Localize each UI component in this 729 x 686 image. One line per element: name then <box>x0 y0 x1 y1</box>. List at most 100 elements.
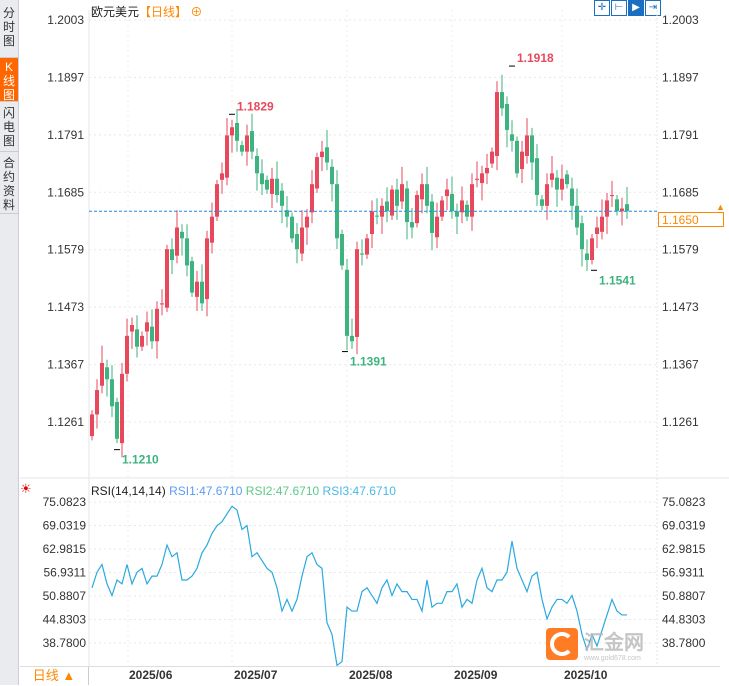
watermark-logo: 汇金网 www.gold678.com <box>546 626 644 662</box>
extreme-label-high1: 1.1829 <box>237 99 274 113</box>
candle-body <box>225 135 229 178</box>
candle-body <box>530 135 534 163</box>
extreme-label-low2: 1.1391 <box>350 355 387 369</box>
period-selector[interactable]: 日线 ▲ <box>20 667 89 685</box>
candle-body <box>100 362 104 386</box>
tab-kline[interactable]: K线图 <box>0 58 18 102</box>
rsi-tick-right: 69.0319 <box>662 519 706 533</box>
candle-body <box>340 234 344 266</box>
candle-body <box>390 189 394 216</box>
price-tick-left: 1.1791 <box>47 128 84 142</box>
expand-up-icon[interactable]: ▲ <box>716 202 725 212</box>
candle-body <box>505 103 509 130</box>
candle-body <box>210 216 214 243</box>
candle-body <box>160 303 164 305</box>
price-tick-left: 1.1579 <box>47 243 84 257</box>
fit-range-icon[interactable]: ⊢ <box>611 0 627 16</box>
price-tick-right: 1.1261 <box>662 415 699 429</box>
tab-flash[interactable]: 闪电图 <box>0 102 18 152</box>
candle-body <box>395 189 399 206</box>
crosshair-icon[interactable]: ✛ <box>594 0 610 16</box>
current-price-label: 1.1650 <box>658 212 724 227</box>
candle-body <box>280 190 284 206</box>
rsi-tick-left: 75.0823 <box>43 495 87 509</box>
candle-body <box>370 211 374 235</box>
price-tick-right: 1.1685 <box>662 185 699 199</box>
price-tick-left: 1.1261 <box>47 415 84 429</box>
candle-body <box>595 227 599 235</box>
rsi-tick-right: 56.9311 <box>662 566 705 580</box>
candle-body <box>580 223 584 250</box>
rsi-tick-left: 50.8807 <box>43 589 87 603</box>
candle-body <box>180 231 184 239</box>
tab-minute[interactable]: 分时图 <box>0 0 18 58</box>
candle-body <box>170 249 174 261</box>
candle-body <box>445 189 449 197</box>
rsi3-value: RSI3:47.6710 <box>322 484 396 498</box>
candle-body <box>185 238 189 266</box>
candle-body <box>500 92 504 109</box>
date-label: 2025/07 <box>234 668 278 682</box>
candle-body <box>365 238 369 255</box>
jump-end-icon[interactable]: ⇥ <box>645 0 661 16</box>
candle-body <box>420 184 424 200</box>
candle-body <box>540 199 544 206</box>
candle-body <box>535 158 539 196</box>
candle-body <box>470 184 474 217</box>
candle-body <box>95 390 99 415</box>
date-label: 2025/10 <box>564 668 608 682</box>
candle-body <box>605 200 609 217</box>
candle-body <box>260 173 264 185</box>
candle-body <box>105 367 109 380</box>
rsi2-value: RSI2:47.6710 <box>245 484 320 498</box>
candle-body <box>520 151 524 169</box>
settings-sun-icon[interactable]: ☀ <box>20 481 32 496</box>
candle-body <box>275 178 279 196</box>
rsi-tick-right: 50.8807 <box>662 589 706 603</box>
candle-body <box>230 127 234 136</box>
candle-body <box>155 308 159 342</box>
date-label: 2025/06 <box>129 668 173 682</box>
candle-body <box>140 335 144 347</box>
price-tick-right: 1.1791 <box>662 128 699 142</box>
candle-body <box>295 234 299 250</box>
candle-body <box>590 238 594 261</box>
candle-body <box>600 216 604 232</box>
period-label: 【日线】 <box>139 5 188 19</box>
candle-body <box>400 184 404 202</box>
candle-body <box>355 249 359 337</box>
candle-body <box>330 166 334 185</box>
candle-body <box>485 167 489 174</box>
candle-body <box>90 414 94 437</box>
candle-body <box>480 173 484 184</box>
extreme-label-high2: 1.1918 <box>517 51 554 65</box>
candle-body <box>215 184 219 217</box>
candle-body <box>290 216 294 239</box>
candle-body <box>205 238 209 300</box>
candle-body <box>300 227 304 254</box>
circle-plus-icon[interactable]: ⊕ <box>190 5 203 19</box>
candle-body <box>430 201 434 233</box>
price-tick-left: 1.2003 <box>47 13 84 27</box>
candle-body <box>465 204 469 217</box>
candle-body <box>120 373 124 444</box>
price-tick-left: 1.1367 <box>47 358 84 372</box>
candle-body <box>560 178 564 190</box>
play-forward-icon[interactable]: ▶ <box>628 0 644 16</box>
candle-body <box>270 178 274 194</box>
candle-body <box>375 215 379 217</box>
tab-contract-info[interactable]: 合约资料 <box>0 152 18 214</box>
sidebar: 分时图 K线图 闪电图 合约资料 <box>0 0 19 685</box>
candle-body <box>435 216 439 238</box>
rsi-tick-right: 44.8303 <box>662 613 706 627</box>
candle-body <box>625 204 629 212</box>
candle-body <box>345 269 349 336</box>
extreme-label-low1: 1.1210 <box>122 453 159 467</box>
candle-body <box>360 253 364 255</box>
candle-body <box>405 188 409 223</box>
logo-icon <box>546 628 578 660</box>
candle-body <box>385 201 389 212</box>
rsi1-value: RSI1:47.6710 <box>169 484 243 498</box>
rsi-tick-left: 62.9815 <box>43 542 87 556</box>
